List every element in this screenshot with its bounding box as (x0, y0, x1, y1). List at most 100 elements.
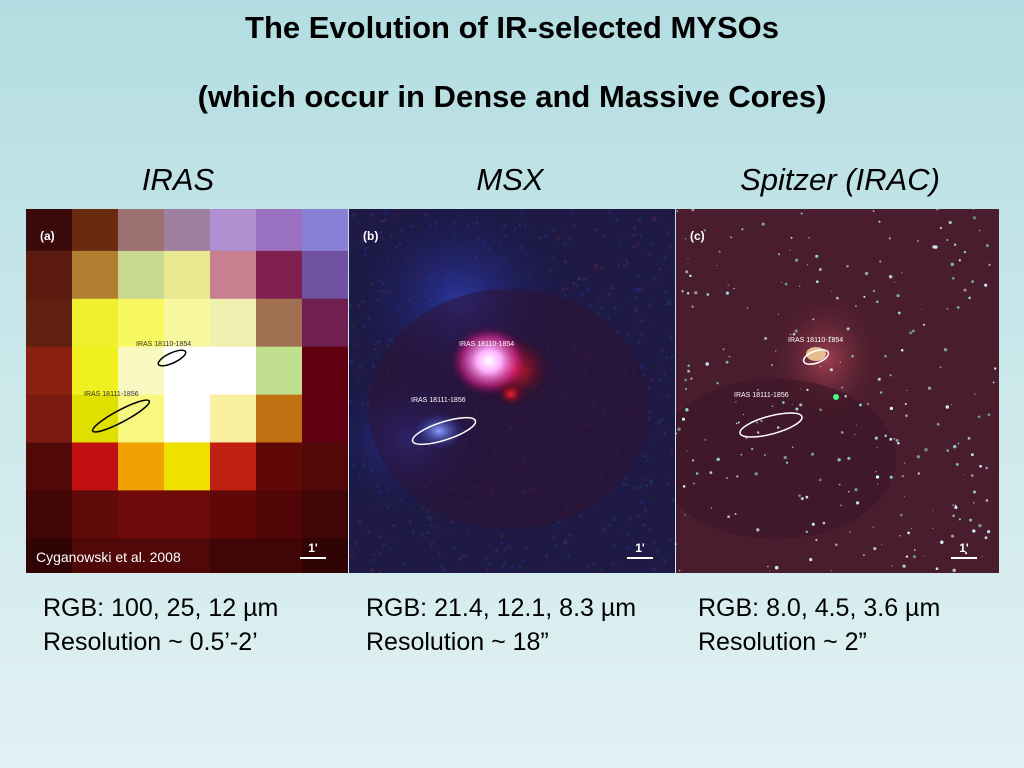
star (899, 535, 901, 537)
star (800, 497, 804, 501)
star (891, 565, 893, 567)
star (846, 327, 850, 331)
star (964, 552, 968, 555)
star (808, 237, 810, 239)
iras-pixel (118, 298, 165, 348)
star (969, 518, 973, 522)
star (939, 366, 942, 368)
star (936, 422, 940, 426)
star (855, 501, 860, 505)
star (977, 415, 981, 419)
iras-pixel (256, 250, 303, 300)
slide-title-line2: (which occur in Dense and Massive Cores) (197, 79, 827, 114)
iras-pixel (210, 209, 257, 252)
star (846, 264, 849, 268)
iras-pixel (210, 250, 257, 300)
star (774, 350, 777, 352)
star (847, 456, 851, 460)
star (815, 254, 819, 258)
star (678, 569, 681, 572)
star (822, 521, 826, 525)
star (733, 287, 735, 290)
star (946, 307, 949, 310)
iras-pixel (256, 538, 303, 573)
iras-pixel (26, 442, 73, 492)
star (734, 513, 737, 515)
star (740, 453, 743, 456)
iras-pixel (118, 394, 165, 444)
star (897, 311, 901, 315)
star (970, 474, 974, 477)
star (691, 459, 695, 462)
star (854, 434, 856, 436)
star (709, 471, 713, 474)
star (979, 464, 983, 468)
star (756, 528, 760, 532)
star (795, 407, 799, 411)
star (889, 406, 894, 411)
star (973, 502, 975, 504)
heading-spitzer: Spitzer (IRAC) (740, 162, 940, 197)
star (899, 513, 903, 517)
star (677, 427, 681, 431)
star (676, 543, 677, 546)
star (839, 361, 842, 364)
star (900, 348, 904, 352)
star (985, 499, 989, 502)
star (777, 313, 780, 316)
iras-pixel (118, 442, 165, 492)
star (805, 495, 809, 499)
star (789, 333, 792, 336)
spitzer-source-b-label: IRAS 18111-1856 (734, 392, 789, 399)
star (927, 386, 932, 390)
star (973, 490, 976, 494)
star (968, 296, 971, 300)
star (841, 386, 844, 389)
spitzer-caption-rgb: RGB: 8.0, 4.5, 3.6 µm (698, 594, 941, 622)
star (932, 510, 934, 512)
star (716, 457, 720, 462)
star (684, 514, 686, 516)
star (984, 283, 988, 287)
star (767, 565, 769, 568)
star (829, 368, 833, 372)
star (952, 444, 957, 449)
star (690, 377, 693, 380)
msx-source-a-label: IRAS 18110-1854 (459, 341, 515, 348)
star (716, 382, 719, 385)
star (681, 290, 684, 293)
star (681, 417, 686, 421)
iras-pixel (72, 442, 119, 492)
star (790, 236, 793, 239)
msx-source-b-label: IRAS 18111-1856 (411, 397, 466, 404)
star (784, 282, 788, 286)
star (909, 331, 913, 335)
star (828, 335, 832, 339)
iras-pixel (26, 250, 73, 300)
star (911, 527, 913, 530)
star (834, 543, 838, 547)
star (932, 527, 934, 530)
iras-pixel (164, 538, 211, 573)
star (786, 461, 789, 464)
star (735, 422, 738, 425)
star (840, 431, 844, 434)
star (751, 448, 754, 451)
star (805, 530, 809, 534)
star (948, 220, 952, 225)
star (722, 348, 725, 351)
star (703, 229, 706, 232)
star (741, 228, 744, 231)
star (818, 478, 822, 482)
star (889, 437, 893, 441)
star (904, 403, 907, 406)
star (952, 514, 955, 518)
iras-pixel (210, 298, 257, 348)
star (851, 354, 854, 358)
star (710, 507, 713, 509)
iras-pixel (256, 490, 303, 540)
star (872, 526, 874, 528)
star (935, 209, 939, 211)
star (791, 403, 794, 405)
spitzer-source-a-label: IRAS 18110-1854 (788, 337, 844, 344)
